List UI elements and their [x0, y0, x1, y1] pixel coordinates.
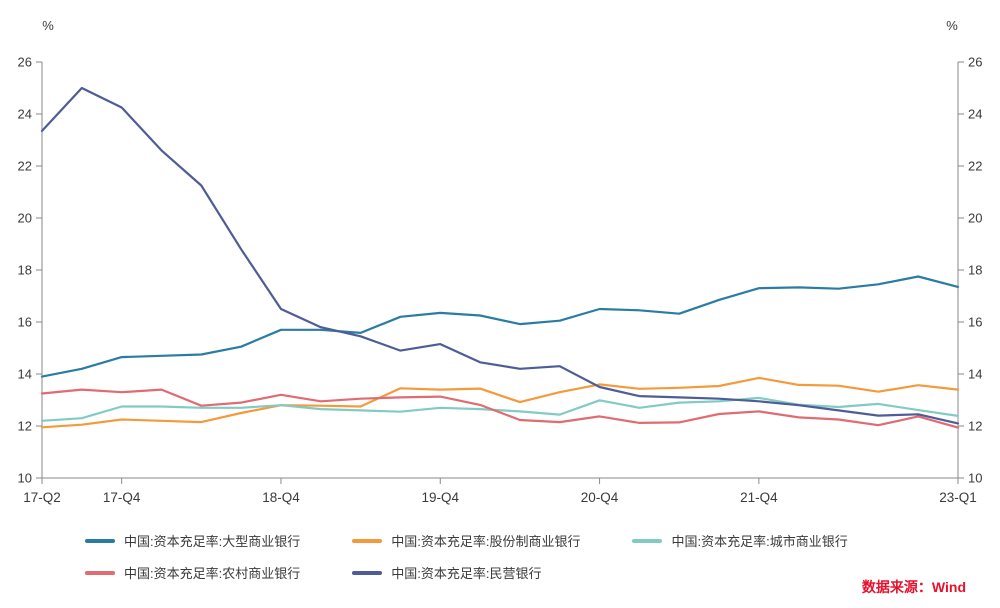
- y-axis-unit-left: %: [42, 18, 54, 33]
- chart-legend: 中国:资本充足率:大型商业银行 中国:资本充足率:股份制商业银行 中国:资本充足率:…: [85, 531, 848, 582]
- y-tick-label-right: 16: [968, 315, 982, 330]
- legend-label: 中国:资本充足率:大型商业银行: [124, 534, 301, 549]
- x-tick-label: 23-Q1: [939, 490, 977, 505]
- legend-line-marker: [85, 570, 115, 575]
- y-tick-label-left: 12: [18, 419, 32, 434]
- legend-item: 中国:资本充足率:股份制商业银行: [352, 531, 580, 550]
- y-tick-label-right: 20: [968, 211, 982, 226]
- legend-line-marker: [352, 538, 383, 543]
- y-tick-label-right: 10: [968, 471, 982, 486]
- data-source-label: 数据来源：Wind: [861, 579, 966, 595]
- y-tick-label-right: 26: [968, 55, 982, 70]
- y-tick-label-left: 14: [18, 367, 32, 382]
- x-tick-label: 18-Q4: [262, 490, 300, 505]
- legend-label: 中国:资本充足率:城市商业银行: [671, 534, 848, 549]
- x-tick-label: 21-Q4: [740, 490, 778, 505]
- x-tick-label: 19-Q4: [421, 490, 459, 505]
- series-line-5: [40, 86, 960, 425]
- legend-label: 中国:资本充足率:股份制商业银行: [391, 534, 581, 549]
- legend-item: 中国:资本充足率:城市商业银行: [632, 531, 848, 550]
- series-line-3: [40, 396, 960, 422]
- legend-row: 中国:资本充足率:农村商业银行 中国:资本充足率:民营银行: [85, 563, 848, 582]
- series-line-2: [40, 376, 960, 429]
- y-tick-label-left: 22: [18, 159, 32, 174]
- y-tick-label-right: 24: [968, 107, 982, 122]
- legend-item: 中国:资本充足率:民营银行: [352, 563, 541, 582]
- legend-line-marker: [352, 570, 383, 575]
- legend-label: 中国:资本充足率:农村商业银行: [124, 566, 301, 581]
- y-tick-label-left: 26: [18, 55, 32, 70]
- x-tick-label: 17-Q4: [103, 490, 141, 505]
- y-tick-label-right: 18: [968, 263, 982, 278]
- legend-label: 中国:资本充足率:民营银行: [391, 566, 542, 581]
- y-tick-label-left: 18: [18, 263, 32, 278]
- legend-row: 中国:资本充足率:大型商业银行 中国:资本充足率:股份制商业银行 中国:资本充足率:…: [85, 531, 848, 550]
- legend-item: 中国:资本充足率:大型商业银行: [85, 531, 300, 550]
- y-tick-label-right: 14: [968, 367, 982, 382]
- legend-item: 中国:资本充足率:农村商业银行: [85, 563, 300, 582]
- x-tick-label: 20-Q4: [581, 490, 619, 505]
- y-tick-label-right: 12: [968, 419, 982, 434]
- series-line-4: [40, 388, 960, 429]
- y-tick-label-left: 24: [18, 107, 32, 122]
- x-tick-label: 17-Q2: [23, 490, 61, 505]
- y-tick-label-left: 20: [18, 211, 32, 226]
- series-line-1: [40, 275, 960, 378]
- legend-line-marker: [632, 538, 663, 543]
- y-axis-unit-right: %: [946, 18, 958, 33]
- legend-line-marker: [85, 538, 115, 543]
- y-tick-label-left: 10: [18, 471, 32, 486]
- y-tick-label-right: 22: [968, 159, 982, 174]
- line-chart: 10 10 12 12 14 14 16 16 18 18 20 20 22 22 24 24 26 26% % 17…: [18, 18, 983, 505]
- y-tick-label-left: 16: [18, 315, 32, 330]
